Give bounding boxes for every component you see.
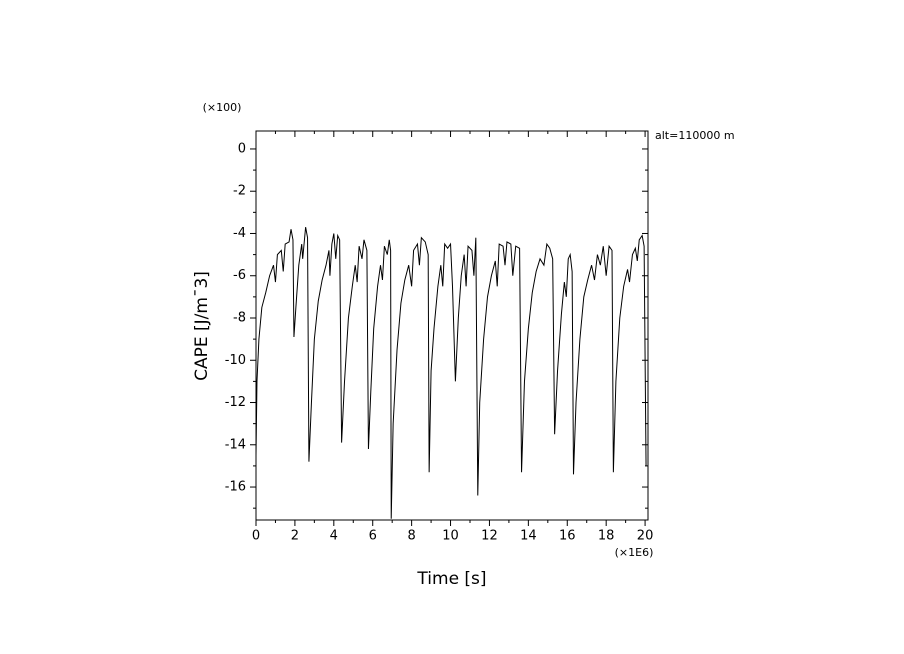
y-tick-label: -4 xyxy=(233,226,246,241)
data-line xyxy=(255,227,647,519)
x-tick-label: 12 xyxy=(481,529,498,544)
y-tick-label: -10 xyxy=(225,353,246,368)
plot-frame xyxy=(255,130,649,521)
y-tick-label: -16 xyxy=(225,480,246,495)
y-tick-label: -2 xyxy=(233,184,246,199)
x-tick-label: 4 xyxy=(330,529,338,544)
x-tick-label: 6 xyxy=(369,529,377,544)
x-tick-label: 20 xyxy=(637,529,654,544)
x-tick-label: 10 xyxy=(442,529,459,544)
x-tick-label: 8 xyxy=(407,529,415,544)
y-tick-label: -6 xyxy=(233,268,246,283)
x-tick-label: 2 xyxy=(291,529,299,544)
y-tick-label: -12 xyxy=(225,395,246,410)
x-scale-note: (×1E6) xyxy=(615,546,654,559)
x-tick-label: 18 xyxy=(598,529,615,544)
y-tick-label: 0 xyxy=(238,141,246,156)
corner-note: alt=110000 m xyxy=(655,129,735,142)
x-axis-label: Time [s] xyxy=(416,569,486,589)
y-tick-label: -8 xyxy=(233,310,246,325)
y-scale-note: (×100) xyxy=(203,101,242,114)
x-tick-label: 0 xyxy=(252,529,260,544)
y-axis-label: CAPE [J/m¯3] xyxy=(192,271,212,381)
x-tick-label: 14 xyxy=(520,529,537,544)
y-tick-label: -14 xyxy=(225,437,246,452)
x-tick-label: 16 xyxy=(559,529,576,544)
